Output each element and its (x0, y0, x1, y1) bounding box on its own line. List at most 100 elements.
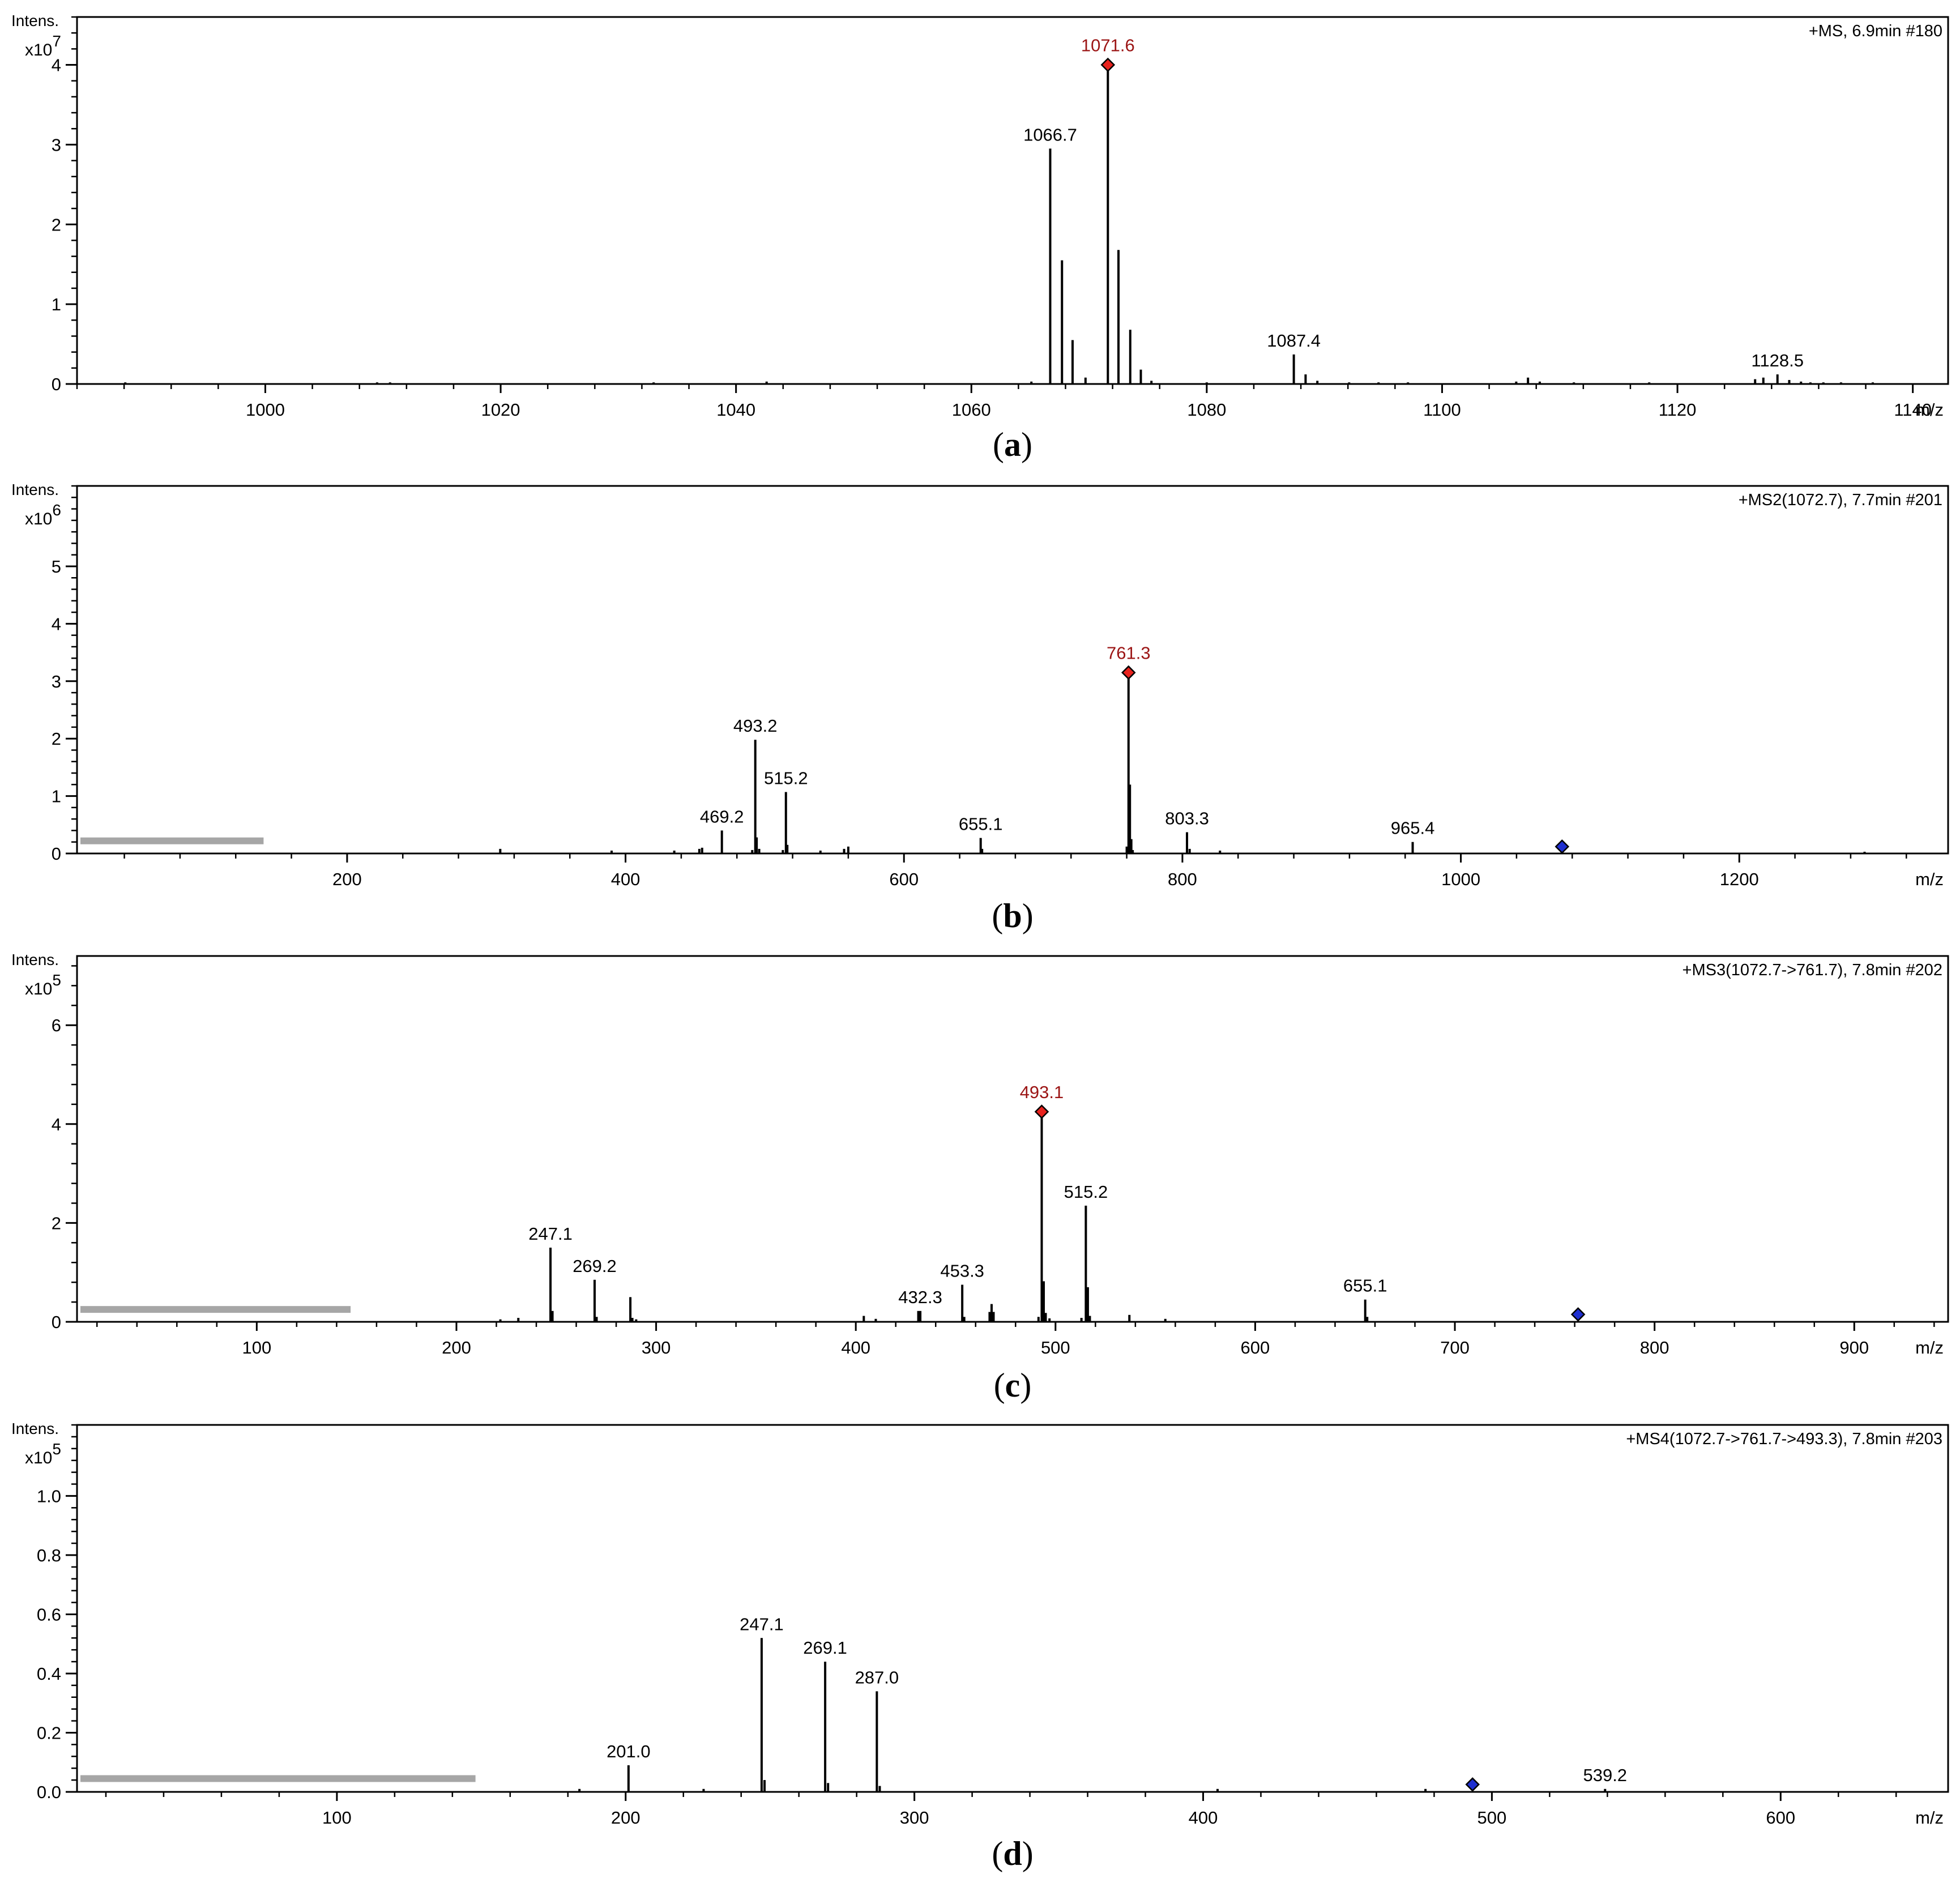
x-tick-label: 400 (1189, 1808, 1218, 1828)
y-tick-label: 0.0 (37, 1782, 61, 1802)
peak-label: 965.4 (1391, 818, 1435, 838)
panel-label-letter: d (1003, 1835, 1022, 1872)
x-tick-label: 1060 (952, 400, 991, 420)
panel-label: (d) (992, 1835, 1033, 1872)
panel-label-close-paren: ) (1022, 1835, 1034, 1872)
x-tick-label: 200 (332, 869, 362, 889)
panel-label-letter: b (1003, 897, 1022, 934)
peak-label: 247.1 (528, 1224, 573, 1244)
isolated-ion-diamond-marker (1555, 839, 1570, 854)
panel-label-letter: a (1004, 426, 1021, 463)
peak-label: 1087.4 (1267, 331, 1321, 351)
x-tick-label: 600 (1766, 1808, 1795, 1828)
precursor-peak-label: 761.3 (1107, 643, 1151, 663)
isolated-ion-diamond-marker (1570, 1307, 1586, 1322)
peak-label: 803.3 (1165, 808, 1209, 828)
x-tick-label: 500 (1041, 1338, 1070, 1358)
scan-info: +MS4(1072.7->761.7->493.3), 7.8min #203 (1626, 1430, 1942, 1448)
peak-label: 432.3 (898, 1287, 942, 1307)
precursor-peak-label: 1071.6 (1081, 36, 1135, 56)
y-axis-label: Intens. (11, 1420, 59, 1437)
y-tick-label: 1.0 (37, 1486, 61, 1506)
x-tick-label: 400 (611, 869, 640, 889)
x-tick-label: 200 (611, 1808, 640, 1828)
y-scale-base: x10 (25, 1449, 52, 1467)
y-tick-label: 3 (52, 135, 61, 155)
spectrum-panel-c: Intens. x105 0 2 4 6 100 200 300 400 500 600 700 800 9… (11, 951, 1949, 1404)
y-tick-label: 5 (52, 557, 61, 577)
y-tick-label: 2 (52, 1213, 61, 1233)
peak-label: 469.2 (700, 806, 744, 826)
peak-label: 655.1 (959, 814, 1003, 834)
precursor-diamond-marker (1121, 665, 1136, 680)
panel-label-open-paren: ( (992, 897, 1003, 934)
x-axis-label: m/z (1915, 1808, 1944, 1828)
y-scale-exponent: x105 (25, 971, 61, 998)
x-tick-label: 1120 (1659, 400, 1697, 420)
panel-label-close-paren: ) (1020, 1367, 1031, 1404)
plot-frame (76, 1424, 1949, 1793)
panel-label-letter: c (1005, 1367, 1020, 1404)
x-tick-label: 600 (889, 869, 919, 889)
peak-label: 515.2 (764, 768, 808, 788)
y-tick-label: 2 (52, 215, 61, 234)
x-tick-label: 300 (900, 1808, 929, 1828)
precursor-diamond-marker (1100, 57, 1116, 72)
peak-label: 247.1 (740, 1614, 784, 1634)
panel-label: (b) (992, 897, 1033, 934)
x-axis-label: m/z (1915, 1338, 1944, 1358)
y-scale-exponent: x107 (25, 32, 61, 59)
x-axis-label: m/z (1915, 400, 1944, 420)
x-tick-label: 1020 (481, 400, 520, 420)
peak-label: 493.2 (733, 716, 778, 736)
y-tick-label: 4 (52, 56, 61, 75)
y-scale-power: 5 (52, 1440, 61, 1458)
y-tick-label: 0.8 (37, 1546, 61, 1565)
peak-label: 1066.7 (1023, 125, 1077, 144)
x-tick-label: 800 (1168, 869, 1197, 889)
x-tick-label: 1080 (1187, 400, 1226, 420)
plot-frame (76, 955, 1949, 1323)
y-axis-label: Intens. (11, 951, 59, 968)
panel-label-open-paren: ( (994, 1367, 1005, 1404)
precursor-peak-label: 493.1 (1020, 1082, 1064, 1102)
x-tick-label: 100 (322, 1808, 352, 1828)
y-scale-exponent: x106 (25, 501, 61, 528)
y-axis-label: Intens. (11, 481, 59, 498)
x-tick-label: 300 (642, 1338, 671, 1358)
peak-label: 201.0 (607, 1741, 651, 1761)
x-tick-label: 800 (1640, 1338, 1669, 1358)
panel-label: (a) (993, 426, 1032, 463)
panel-label: (c) (994, 1367, 1032, 1404)
peak-label: 269.2 (573, 1256, 617, 1276)
y-tick-label: 0 (52, 374, 61, 394)
y-tick-label: 1 (52, 787, 61, 806)
x-tick-label: 200 (442, 1338, 471, 1358)
x-tick-label: 1000 (246, 400, 285, 420)
x-tick-label: 1140 (1894, 400, 1932, 420)
y-tick-label: 1 (52, 294, 61, 314)
peak-label: 539.2 (1583, 1765, 1627, 1785)
x-axis-label: m/z (1915, 869, 1944, 889)
y-tick-label: 4 (52, 614, 61, 634)
peak-label: 287.0 (855, 1667, 899, 1687)
y-scale-power: 7 (52, 32, 61, 50)
x-tick-label: 700 (1440, 1338, 1470, 1358)
y-tick-label: 4 (52, 1115, 61, 1134)
peak-label: 655.1 (1343, 1276, 1387, 1296)
peak-label: 269.1 (803, 1638, 847, 1658)
peak-label: 515.2 (1064, 1182, 1108, 1202)
y-scale-power: 5 (52, 971, 61, 989)
y-scale-base: x10 (25, 980, 52, 998)
y-tick-label: 3 (52, 672, 61, 691)
plot-frame (76, 485, 1949, 855)
panel-label-close-paren: ) (1022, 897, 1034, 934)
scan-info: +MS2(1072.7), 7.7min #201 (1739, 491, 1942, 509)
x-tick-label: 900 (1839, 1338, 1869, 1358)
spectrum-panel-a: Intens. x107 0 1 2 3 4 1000 1020 1040 1060 1080 1100… (11, 12, 1949, 463)
y-scale-power: 6 (52, 501, 61, 519)
x-tick-label: 1000 (1441, 869, 1480, 889)
y-tick-label: 0.4 (37, 1664, 61, 1684)
x-tick-label: 400 (841, 1338, 870, 1358)
